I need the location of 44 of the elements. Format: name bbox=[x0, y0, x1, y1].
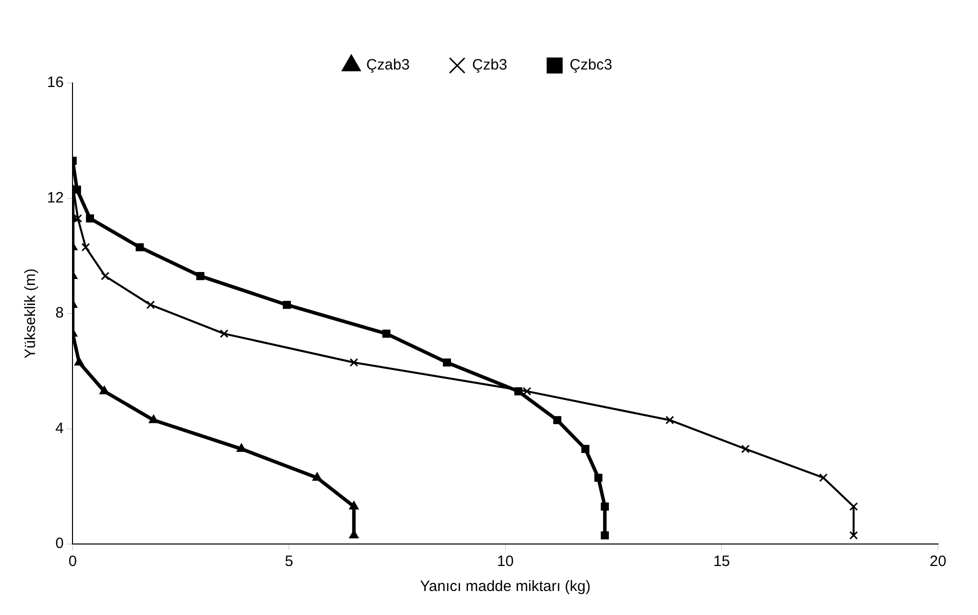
point bbox=[74, 214, 82, 223]
point bbox=[849, 531, 858, 540]
x-axis-title: Yanıcı madde miktarı (kg) bbox=[420, 578, 591, 596]
point bbox=[442, 358, 451, 367]
point bbox=[594, 474, 602, 482]
legend-label: Çzbc3 bbox=[570, 56, 612, 74]
point bbox=[741, 444, 750, 454]
point bbox=[99, 386, 110, 394]
point bbox=[600, 502, 609, 511]
point bbox=[349, 501, 359, 510]
point bbox=[849, 502, 858, 511]
point bbox=[819, 473, 828, 482]
y-tick-label: 4 bbox=[55, 420, 64, 437]
point bbox=[74, 356, 84, 366]
point bbox=[236, 443, 246, 452]
point bbox=[665, 416, 674, 424]
y-tick-label: 8 bbox=[55, 304, 64, 322]
point bbox=[522, 387, 532, 396]
point bbox=[146, 300, 155, 310]
point bbox=[282, 300, 291, 309]
point bbox=[86, 214, 94, 222]
point bbox=[196, 272, 204, 280]
point bbox=[148, 414, 158, 424]
y-axis-title: Yükseklik (m) bbox=[22, 268, 40, 359]
point bbox=[350, 358, 358, 367]
x-tick-label: 10 bbox=[497, 553, 514, 570]
legend-label: Çzab3 bbox=[366, 56, 410, 74]
point bbox=[100, 272, 110, 280]
legend-label: Çzb3 bbox=[472, 56, 508, 74]
y-tick-label: 16 bbox=[46, 74, 64, 92]
point bbox=[312, 472, 322, 481]
x-tick-label: 20 bbox=[930, 553, 946, 570]
x-tick-label: 5 bbox=[284, 553, 294, 570]
point bbox=[382, 330, 390, 338]
point bbox=[136, 243, 144, 252]
y-tick-label: 0 bbox=[55, 535, 64, 552]
x-tick-label: 15 bbox=[713, 553, 730, 570]
point bbox=[581, 444, 590, 453]
point bbox=[220, 329, 228, 338]
point bbox=[600, 531, 609, 540]
y-tick-label: 12 bbox=[46, 189, 64, 206]
x-tick-label: 0 bbox=[68, 553, 77, 570]
point bbox=[553, 416, 562, 424]
point bbox=[81, 242, 90, 252]
